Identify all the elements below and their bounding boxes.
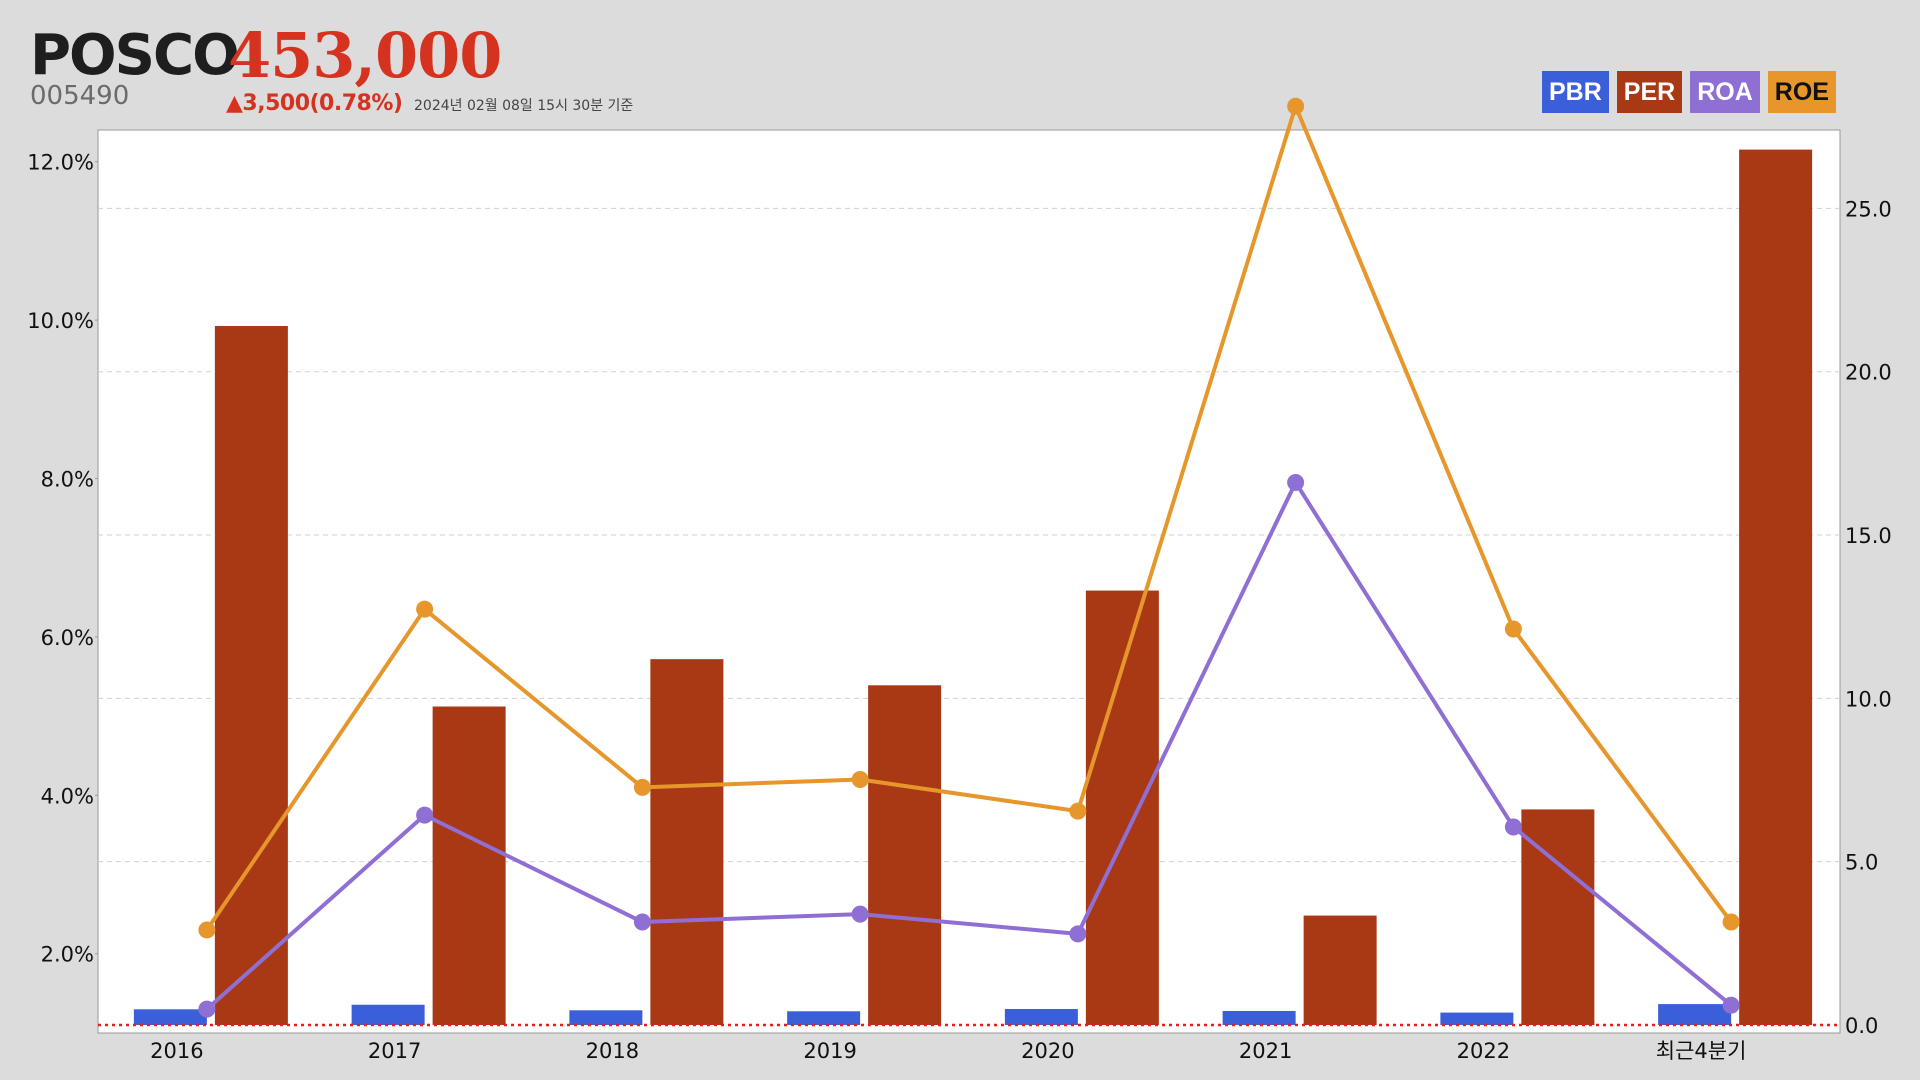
per-bar bbox=[868, 685, 942, 1025]
left-axis-tick-label: 4.0% bbox=[41, 784, 94, 808]
legend-item-roa[interactable]: ROA bbox=[1690, 71, 1760, 113]
x-axis-tick-label: 2017 bbox=[368, 1039, 421, 1063]
pbr-bar bbox=[569, 1010, 643, 1025]
right-axis-tick-label: 5.0 bbox=[1845, 851, 1878, 875]
legend-item-roe[interactable]: ROE bbox=[1767, 71, 1836, 113]
x-axis-tick-label: 2021 bbox=[1239, 1039, 1292, 1063]
roa-point bbox=[1504, 818, 1522, 836]
roa-point bbox=[198, 1000, 216, 1018]
right-axis-tick-label: 25.0 bbox=[1845, 197, 1892, 221]
right-axis-tick-label: 0.0 bbox=[1845, 1014, 1878, 1038]
roa-point bbox=[1287, 473, 1305, 491]
left-axis-tick-label: 12.0% bbox=[27, 151, 94, 175]
x-axis-tick-label: 2019 bbox=[803, 1039, 856, 1063]
roe-point bbox=[416, 600, 434, 618]
roe-point bbox=[633, 778, 651, 796]
stock-code: 005490 bbox=[30, 81, 130, 111]
right-axis-tick-label: 15.0 bbox=[1845, 524, 1892, 548]
pbr-bar bbox=[1004, 1008, 1078, 1025]
roe-point bbox=[1287, 97, 1305, 115]
pbr-bar bbox=[787, 1011, 861, 1025]
roe-point bbox=[1504, 620, 1522, 638]
left-axis-tick-label: 10.0% bbox=[27, 309, 94, 333]
legend: PBR PER ROA ROE bbox=[1542, 71, 1836, 113]
x-axis-tick-label: 2016 bbox=[150, 1039, 203, 1063]
roe-point bbox=[1069, 802, 1087, 820]
x-axis-tick-label: 2020 bbox=[1021, 1039, 1074, 1063]
x-axis-tick-label: 2018 bbox=[586, 1039, 639, 1063]
legend-item-pbr[interactable]: PBR bbox=[1542, 71, 1609, 113]
price-change: ▲3,500(0.78%) bbox=[226, 91, 403, 116]
per-bar bbox=[214, 325, 288, 1025]
right-axis-tick-label: 20.0 bbox=[1845, 361, 1892, 385]
per-bar bbox=[1303, 915, 1377, 1025]
left-axis-tick-label: 8.0% bbox=[41, 467, 94, 491]
roa-point bbox=[633, 913, 651, 931]
roe-point bbox=[851, 770, 869, 788]
left-axis-tick-label: 6.0% bbox=[41, 626, 94, 650]
right-axis-tick-label: 10.0 bbox=[1845, 687, 1892, 711]
roa-point bbox=[851, 905, 869, 923]
left-axis-tick-label: 2.0% bbox=[41, 943, 94, 967]
roa-point bbox=[416, 806, 434, 824]
roe-point bbox=[198, 921, 216, 939]
x-axis-tick-label: 최근4분기 bbox=[1656, 1039, 1747, 1063]
stock-price: 453,000 bbox=[228, 19, 502, 92]
pbr-bar bbox=[1658, 1004, 1732, 1025]
roe-point bbox=[1722, 913, 1740, 931]
x-axis-tick-label: 2022 bbox=[1457, 1039, 1510, 1063]
pbr-bar bbox=[133, 1009, 207, 1025]
legend-item-per[interactable]: PER bbox=[1616, 71, 1683, 113]
per-bar bbox=[650, 659, 724, 1025]
per-bar bbox=[1739, 149, 1813, 1026]
pbr-bar bbox=[1222, 1010, 1296, 1025]
roa-point bbox=[1069, 925, 1087, 943]
per-bar bbox=[1085, 590, 1159, 1025]
roa-point bbox=[1722, 996, 1740, 1014]
timestamp: 2024년 02월 08일 15시 30분 기준 bbox=[414, 98, 634, 114]
per-bar bbox=[432, 706, 506, 1025]
pbr-bar bbox=[351, 1004, 425, 1025]
pbr-bar bbox=[1440, 1012, 1514, 1025]
roa-line bbox=[205, 480, 1733, 1011]
stock-name: POSCO bbox=[30, 23, 240, 88]
roe-line bbox=[205, 104, 1733, 932]
